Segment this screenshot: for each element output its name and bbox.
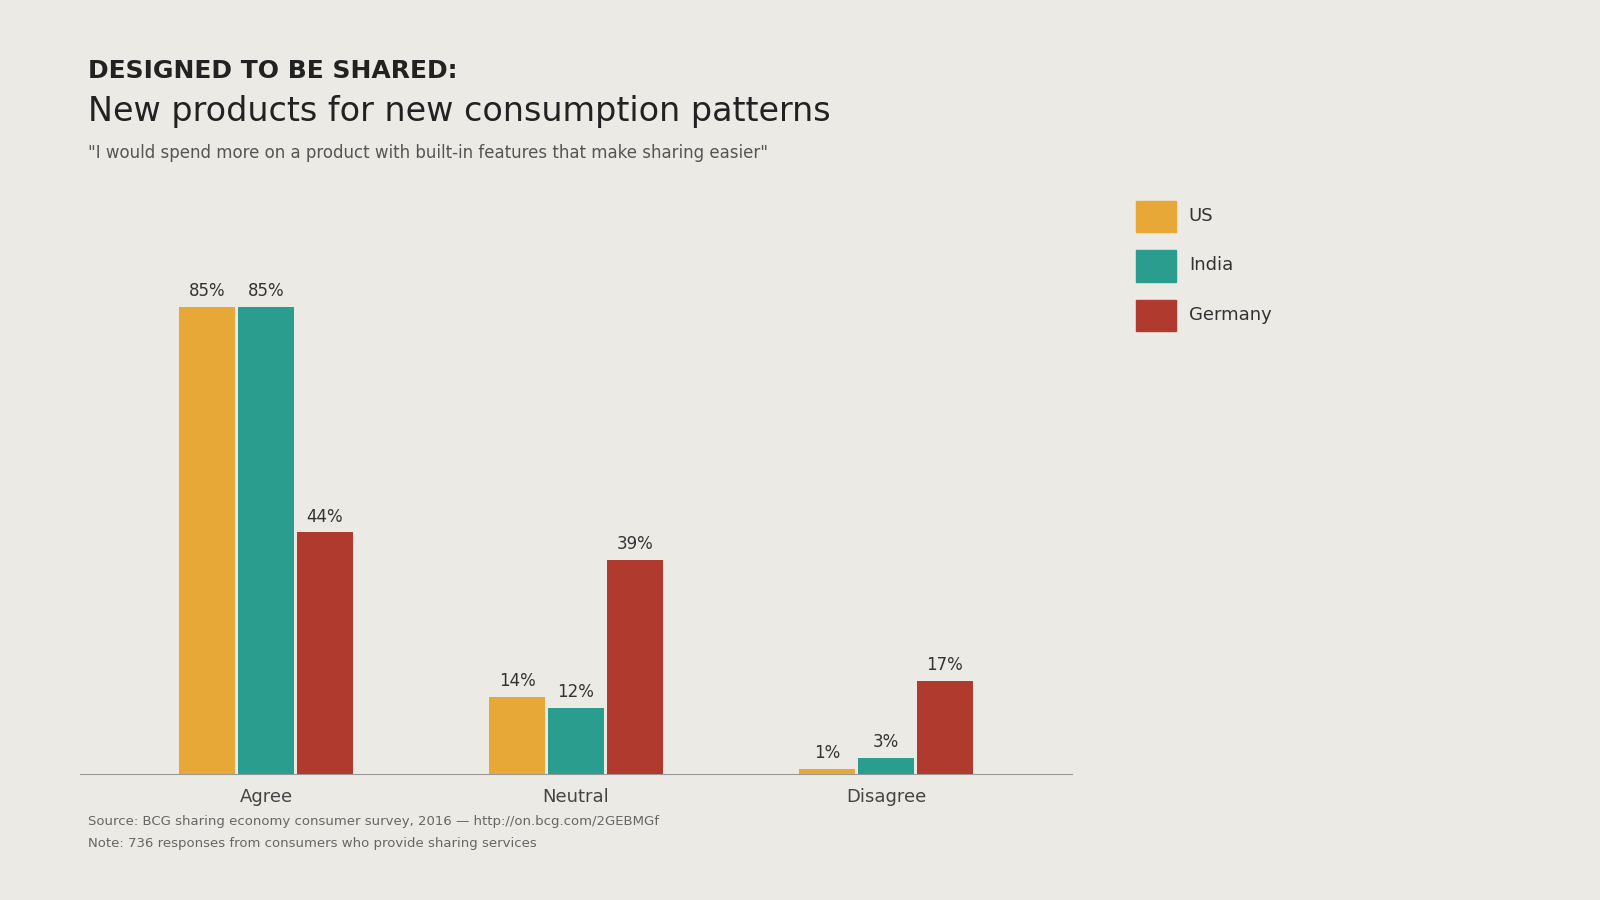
Text: 1%: 1% (814, 744, 840, 762)
Text: 14%: 14% (499, 672, 536, 690)
Bar (298, 532, 352, 774)
Bar (800, 769, 854, 774)
Text: Note: 736 responses from consumers who provide sharing services: Note: 736 responses from consumers who p… (88, 837, 536, 850)
Bar (549, 708, 603, 774)
Text: 12%: 12% (557, 683, 595, 701)
Text: 85%: 85% (189, 283, 226, 301)
Text: 44%: 44% (307, 508, 344, 526)
Bar (917, 680, 973, 774)
Bar (606, 560, 662, 774)
Text: 85%: 85% (248, 283, 285, 301)
Text: DESIGNED TO BE SHARED:: DESIGNED TO BE SHARED: (88, 58, 458, 83)
Bar (238, 307, 294, 774)
Text: India: India (1189, 256, 1234, 274)
Bar (490, 698, 546, 774)
Text: Germany: Germany (1189, 306, 1272, 324)
Text: US: US (1189, 207, 1213, 225)
Bar (858, 758, 914, 774)
Text: 39%: 39% (616, 536, 653, 554)
Text: Source: BCG sharing economy consumer survey, 2016 — http://on.bcg.com/2GEBMGf: Source: BCG sharing economy consumer sur… (88, 814, 659, 827)
Bar (179, 307, 235, 774)
Text: 17%: 17% (926, 656, 963, 674)
Text: New products for new consumption patterns: New products for new consumption pattern… (88, 94, 830, 128)
Text: 3%: 3% (874, 733, 899, 751)
Text: "I would spend more on a product with built-in features that make sharing easier: "I would spend more on a product with bu… (88, 144, 768, 162)
